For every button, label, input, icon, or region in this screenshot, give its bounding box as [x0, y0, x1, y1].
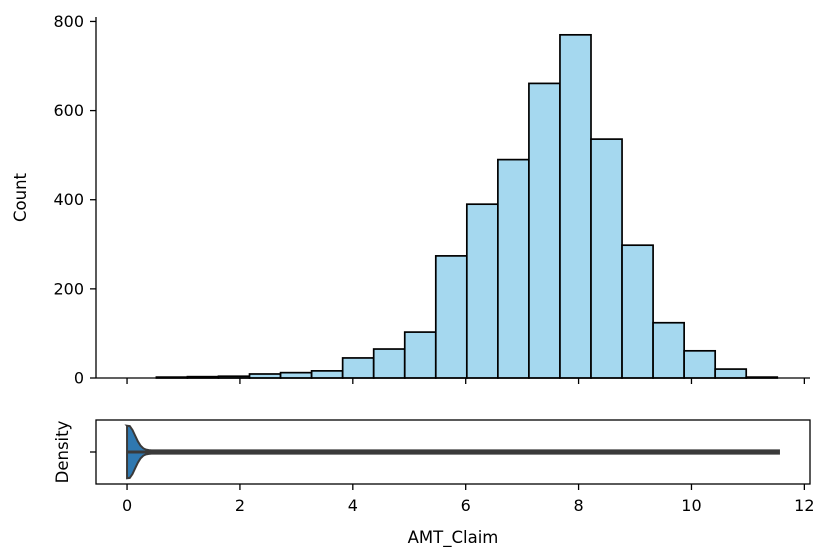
violin-x-ticks: 0 2 4 6 8 10 12 [122, 484, 815, 515]
x-tick-label: 6 [461, 496, 471, 515]
histogram-bar [559, 33, 592, 379]
histogram-bar [590, 138, 623, 379]
histogram-bar [341, 357, 375, 379]
x-tick-label: 12 [794, 496, 814, 515]
y-tick-label: 200 [53, 279, 84, 298]
x-tick-label: 4 [348, 496, 358, 515]
histogram-bar [621, 244, 654, 379]
y-tick-label: 800 [53, 12, 84, 31]
y-tick-label: 0 [74, 369, 84, 388]
x-tick-label: 8 [573, 496, 583, 515]
histogram-bars [155, 33, 779, 379]
y-tick-label: 600 [53, 101, 84, 120]
histogram-bar [279, 371, 313, 379]
histogram-bar [652, 321, 685, 379]
histogram-bar [372, 348, 406, 379]
x-tick-label: 2 [235, 496, 245, 515]
x-tick-label: 10 [681, 496, 701, 515]
histogram-bar [683, 349, 717, 379]
y-axis-title-density: Density [53, 420, 72, 483]
histogram-bar [434, 255, 468, 379]
histogram-bar [714, 368, 748, 379]
histogram-x-ticks [126, 378, 806, 384]
histogram-bar [310, 370, 344, 379]
x-tick-label: 0 [122, 496, 132, 515]
histogram-panel: 0 200 400 600 800 Count [11, 12, 810, 388]
histogram-bar [528, 82, 561, 379]
x-axis-title: AMT_Claim [408, 528, 499, 548]
histogram-bar [403, 331, 437, 379]
y-axis-title-count: Count [11, 172, 30, 222]
histogram-bar [497, 158, 530, 379]
histogram-bar [465, 203, 499, 379]
y-tick-label: 400 [53, 190, 84, 209]
violin-panel: 0 2 4 6 8 10 12 Density AMT_Claim [53, 419, 815, 548]
histogram-y-ticks: 0 200 400 600 800 [53, 12, 96, 388]
